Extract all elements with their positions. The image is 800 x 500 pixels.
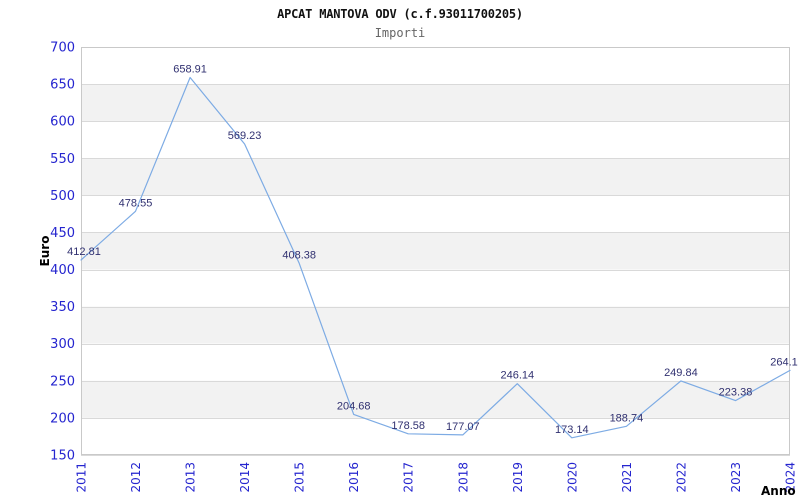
x-tick-label: 2019 (511, 462, 525, 493)
plot-band (81, 158, 790, 196)
plot-band (81, 380, 790, 418)
y-tick-label: 700 (50, 41, 75, 56)
data-point-label: 412.81 (67, 246, 101, 258)
y-tick-label: 400 (50, 263, 75, 278)
y-tick-label: 350 (50, 300, 75, 315)
plot-band (81, 269, 790, 307)
x-tick-label: 2011 (75, 462, 89, 493)
plot-band (81, 306, 790, 344)
data-point-label: 177.07 (446, 421, 480, 433)
y-tick-label: 200 (50, 411, 75, 426)
plot-band (81, 232, 790, 270)
x-tick-label: 2014 (238, 462, 252, 493)
x-tick-label: 2018 (456, 462, 470, 493)
plot-band (81, 343, 790, 381)
y-tick-label: 550 (50, 152, 75, 167)
x-axis-title: Anno (761, 484, 796, 498)
y-tick-label: 150 (50, 449, 75, 464)
data-point-label: 569.23 (228, 130, 262, 142)
x-tick-label: 2015 (293, 462, 307, 493)
plot-band (81, 121, 790, 159)
x-tick-label: 2012 (129, 462, 143, 493)
plot-band (81, 417, 790, 455)
data-point-label: 178.58 (391, 420, 425, 432)
plot-border (81, 47, 790, 455)
plot-band (81, 195, 790, 233)
series-line (80, 76, 791, 439)
data-point-label: 223.38 (719, 387, 753, 399)
data-point-label: 246.14 (500, 370, 534, 382)
y-tick-label: 250 (50, 374, 75, 389)
data-point-label: 408.38 (282, 249, 316, 261)
y-tick-label: 300 (50, 337, 75, 352)
plot-band (81, 47, 790, 85)
x-tick-label: 2022 (674, 462, 688, 493)
data-point-label: 188.74 (610, 412, 644, 424)
data-point-label: 204.68 (337, 400, 371, 412)
plot-band (81, 84, 790, 122)
chart-subtitle: Importi (374, 26, 426, 40)
x-tick-label: 2024 (784, 462, 798, 493)
x-tick-label: 2021 (620, 462, 634, 493)
y-tick-label: 650 (50, 78, 75, 93)
x-tick-label: 2016 (347, 462, 361, 493)
y-tick-label: 500 (50, 189, 75, 204)
x-tick-label: 2023 (729, 462, 743, 493)
data-point-label: 249.84 (664, 367, 698, 379)
y-tick-label: 450 (50, 226, 75, 241)
chart-title: APCAT MANTOVA ODV (c.f.93011700205) (277, 7, 523, 21)
x-tick-label: 2020 (565, 462, 579, 493)
data-point-label: 264.1 (770, 356, 798, 368)
data-point-label: 478.55 (119, 197, 153, 209)
data-point-label: 173.14 (555, 424, 589, 436)
data-point-label: 658.91 (173, 64, 207, 76)
y-axis-title: Euro (38, 235, 52, 267)
y-tick-label: 600 (50, 115, 75, 130)
x-tick-label: 2013 (184, 462, 198, 493)
x-tick-label: 2017 (402, 462, 416, 493)
